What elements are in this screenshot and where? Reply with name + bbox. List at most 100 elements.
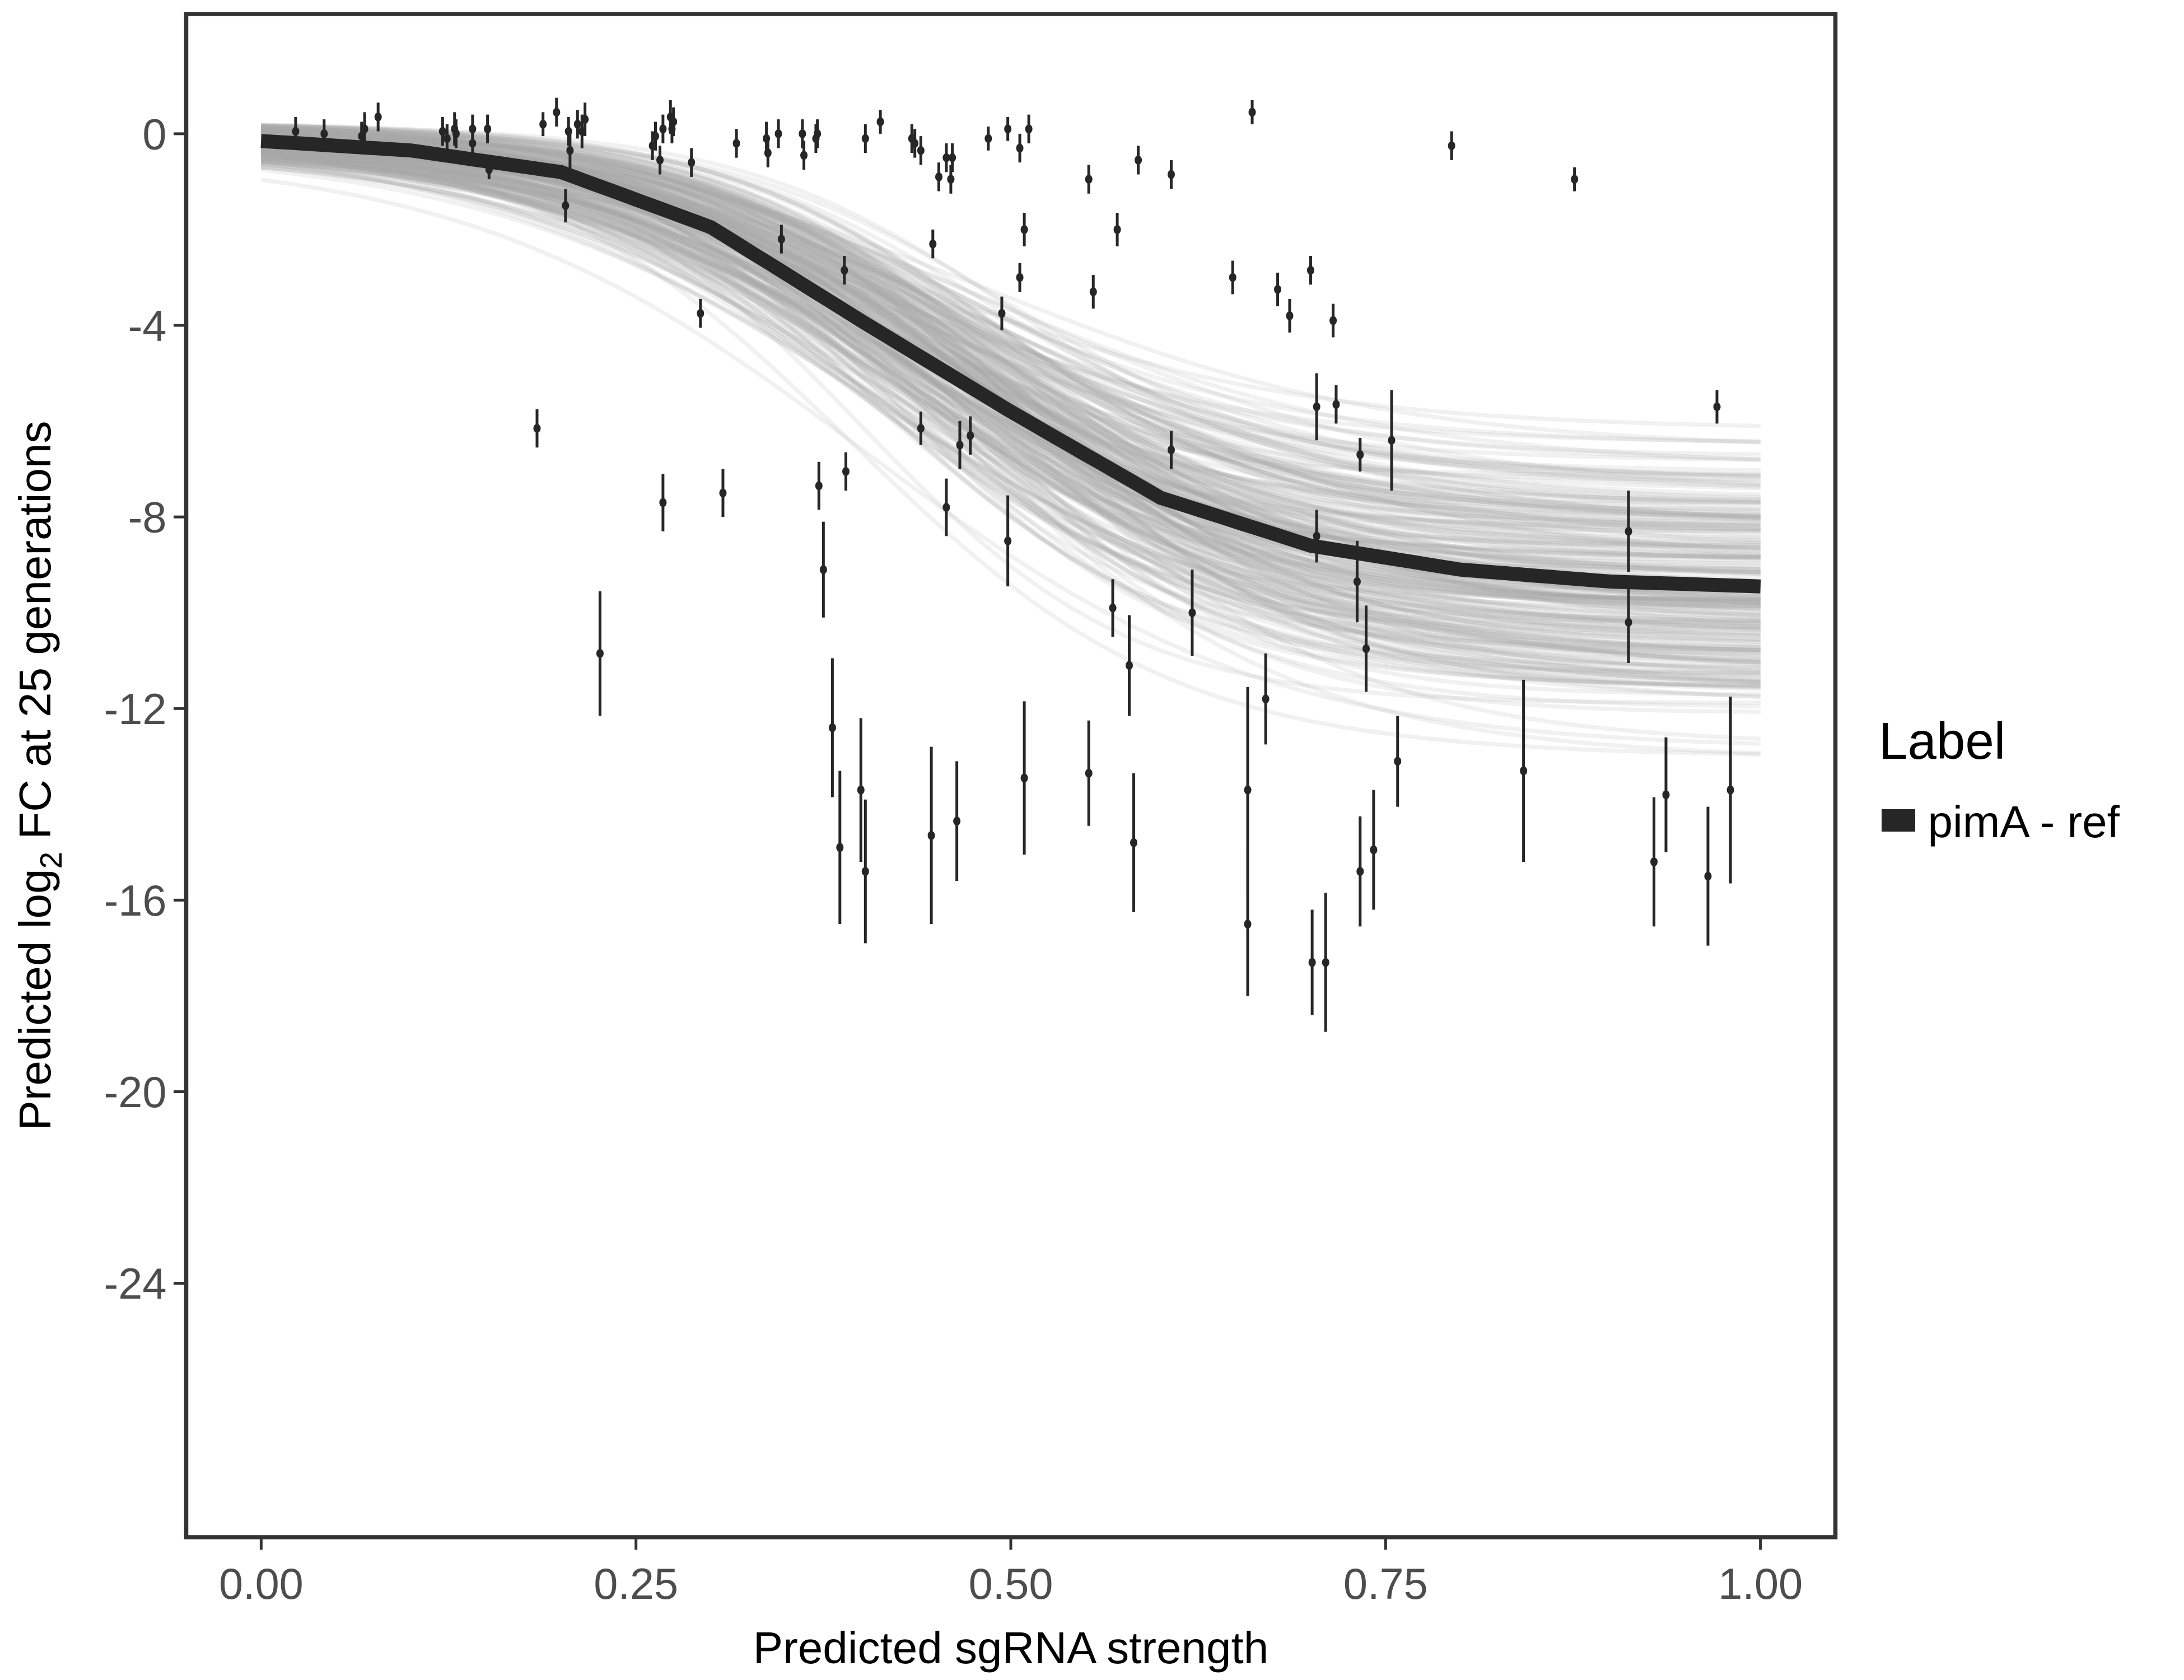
data-point: [1370, 790, 1378, 910]
y-axis-label: Predicted log2 FC at 25 generations: [10, 421, 68, 1131]
point-marker: [1313, 531, 1320, 541]
y-label-prefix: Predicted log: [10, 869, 60, 1130]
data-point: [764, 138, 772, 167]
data-point: [688, 148, 696, 177]
posterior-draw-line: [260, 147, 1761, 557]
posterior-draw-line: [261, 125, 1761, 652]
posterior-draw-line: [260, 157, 1761, 549]
point-marker: [857, 785, 865, 795]
posterior-draw-line: [261, 133, 1761, 684]
posterior-draw-line: [261, 128, 1761, 520]
posterior-draw-line: [261, 123, 1761, 500]
posterior-draw-line: [261, 133, 1761, 678]
posterior-draw-line: [261, 160, 1761, 506]
point-marker: [1167, 170, 1175, 179]
data-point: [799, 119, 806, 148]
x-tick-label: 0.50: [969, 1560, 1053, 1608]
posterior-draw-line: [261, 127, 1761, 690]
data-point: [1571, 167, 1579, 192]
data-point: [1356, 437, 1364, 472]
point-marker: [361, 124, 368, 134]
posterior-draw-line: [260, 138, 1761, 667]
point-marker: [1356, 867, 1364, 876]
point-marker: [659, 498, 667, 507]
data-point: [942, 478, 950, 536]
point-marker: [320, 129, 328, 138]
posterior-draw-line: [260, 148, 1761, 575]
data-point: [1332, 385, 1340, 424]
point-marker: [1448, 141, 1455, 151]
posterior-draw-line: [260, 142, 1761, 757]
posterior-draw-line: [261, 152, 1761, 594]
point-marker: [1571, 175, 1579, 184]
data-point: [967, 416, 974, 455]
point-marker: [1274, 284, 1282, 294]
posterior-draw-line: [261, 143, 1761, 562]
point-marker: [1356, 450, 1364, 459]
data-point: [1286, 298, 1294, 333]
data-point: [1109, 579, 1117, 637]
posterior-draw-line: [261, 123, 1761, 526]
x-tick-label: 0.25: [594, 1560, 678, 1608]
data-point: [998, 296, 1006, 330]
posterior-draw-line: [261, 148, 1761, 676]
posterior-draw-line: [261, 133, 1761, 642]
data-point: [732, 129, 740, 158]
point-marker: [562, 201, 570, 211]
data-point: [596, 591, 604, 716]
posterior-draw-line: [261, 142, 1761, 662]
y-label-subscript: 2: [34, 852, 68, 869]
point-marker: [656, 155, 664, 165]
posterior-draw-line: [260, 165, 1761, 626]
data-point: [1135, 146, 1142, 175]
data-point: [1322, 893, 1329, 1032]
y-tick-label: -16: [104, 877, 166, 925]
posterior-draw-line: [261, 128, 1761, 540]
point-marker: [1020, 773, 1028, 783]
data-point: [1089, 275, 1097, 309]
posterior-draw-line: [260, 150, 1761, 652]
point-marker: [935, 172, 942, 181]
point-marker: [539, 119, 547, 129]
posterior-draw-line: [260, 178, 1761, 746]
point-marker: [799, 129, 806, 138]
posterior-draw-line: [260, 160, 1761, 664]
posterior-draw-line: [261, 145, 1761, 630]
posterior-draw-line: [260, 150, 1761, 650]
posterior-draw-line: [261, 138, 1761, 602]
posterior-draw-line: [261, 123, 1761, 529]
data-point: [374, 102, 382, 132]
data-point: [1306, 255, 1314, 285]
posterior-draw-line: [260, 143, 1761, 617]
posterior-draw-line: [261, 157, 1761, 662]
point-marker: [485, 165, 493, 174]
data-point: [1662, 737, 1670, 852]
data-point: [1650, 797, 1658, 927]
posterior-draw-line: [260, 141, 1761, 513]
data-point: [573, 110, 581, 139]
point-marker: [1109, 603, 1117, 613]
point-marker: [292, 127, 300, 136]
posterior-draw-line: [261, 157, 1761, 685]
posterior-draw-line: [261, 150, 1761, 482]
data-point: [927, 746, 935, 925]
posterior-draw-line: [260, 147, 1761, 545]
data-point: [777, 225, 785, 254]
posterior-draw-line: [261, 132, 1761, 575]
posterior-draw-line: [261, 126, 1761, 607]
point-marker: [942, 503, 950, 512]
data-point: [1308, 909, 1316, 1015]
point-marker: [553, 108, 561, 117]
posterior-draw-line: [260, 167, 1761, 604]
posterior-draw-line: [260, 152, 1761, 632]
posterior-draw-line: [261, 148, 1761, 625]
posterior-draw-line: [261, 130, 1761, 656]
posterior-draw-line: [261, 132, 1761, 576]
posterior-draw-line: [261, 153, 1761, 669]
point-marker: [533, 423, 541, 433]
data-point: [1229, 260, 1236, 295]
data-point: [485, 160, 493, 180]
data-point: [911, 129, 919, 158]
data-point: [1016, 133, 1024, 163]
posterior-draw-line: [261, 132, 1761, 514]
